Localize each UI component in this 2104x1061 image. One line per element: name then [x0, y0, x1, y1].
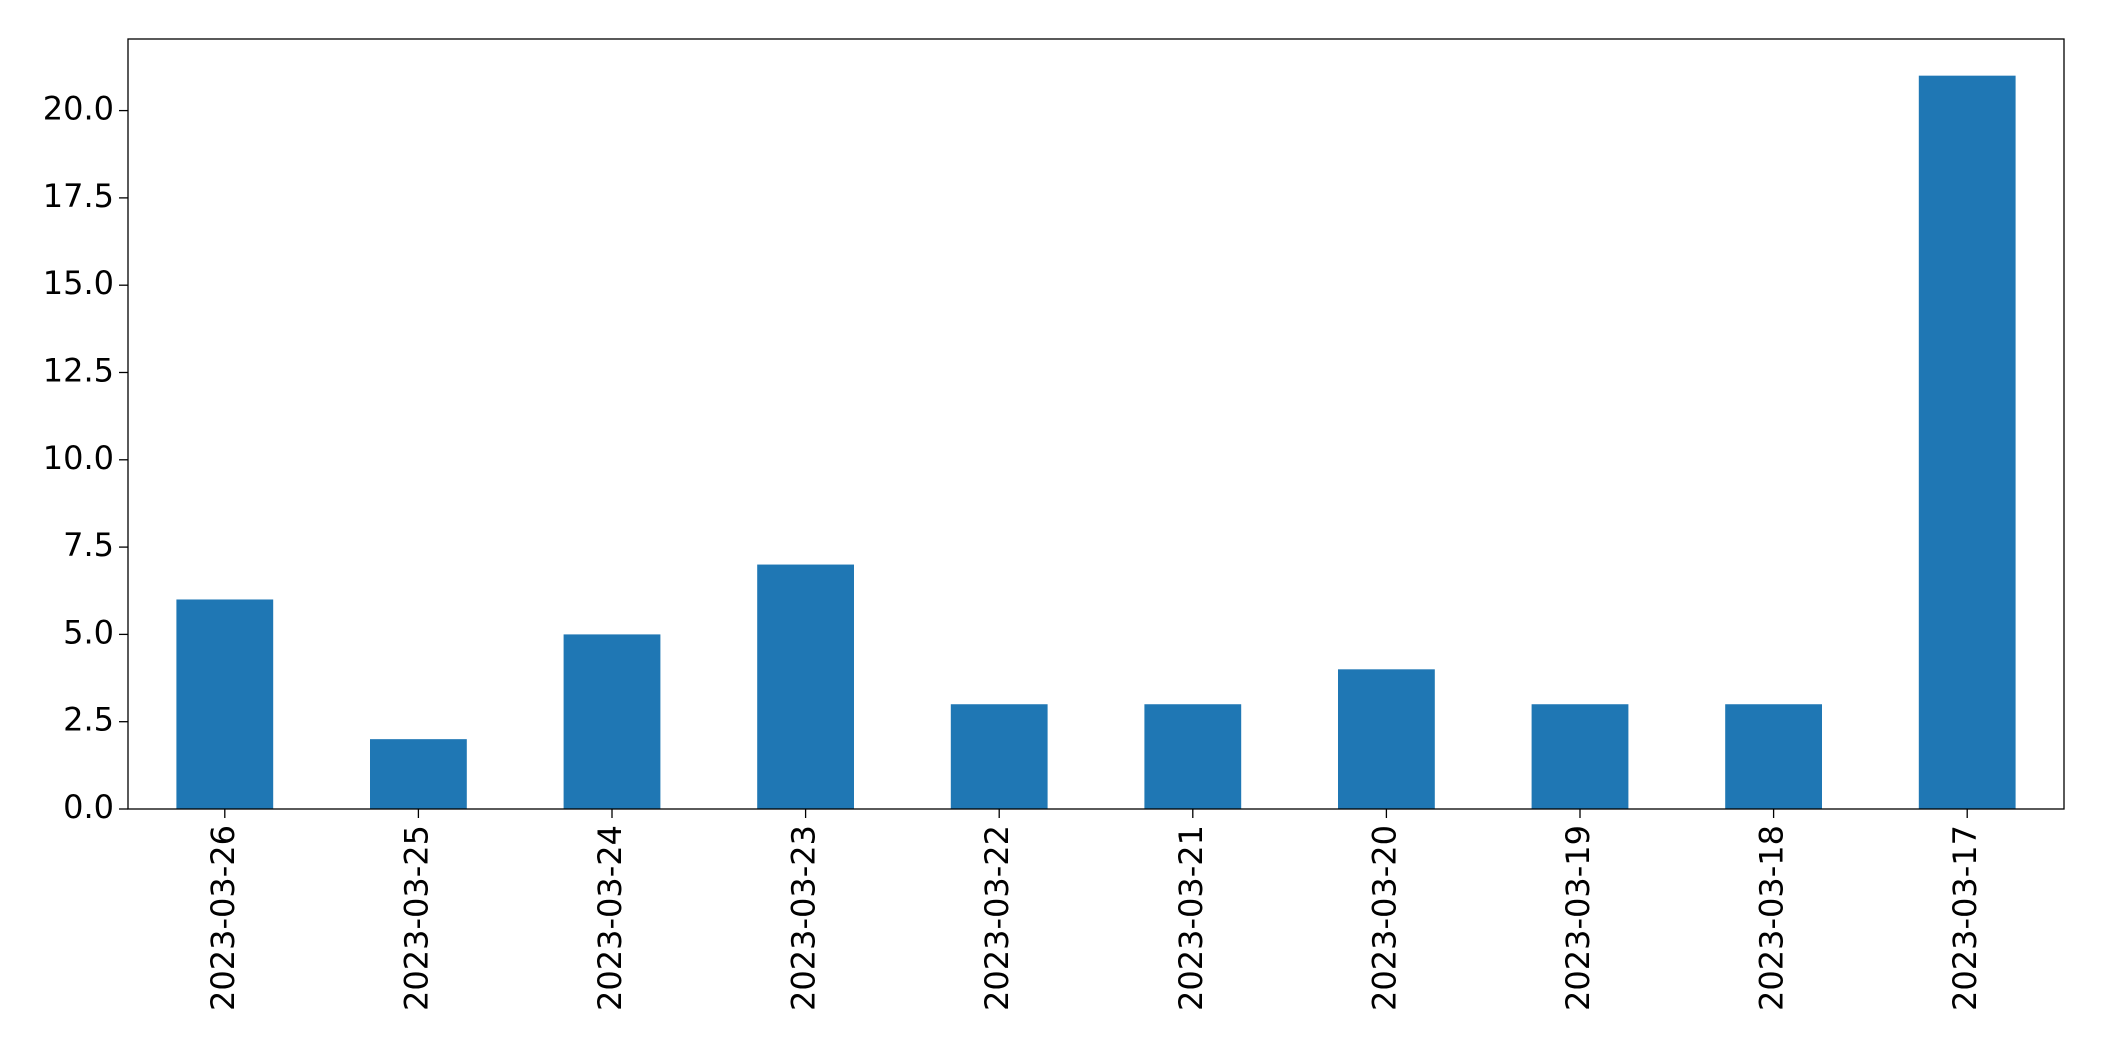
bar	[757, 564, 854, 809]
bar	[563, 634, 661, 809]
y-tick-label: 7.5	[63, 526, 114, 564]
y-tick-label: 0.0	[63, 788, 114, 826]
y-tick-label: 20.0	[43, 90, 114, 128]
y-tick-label: 2.5	[63, 701, 114, 739]
x-tick-label: 2023-03-17	[1946, 825, 1984, 1011]
y-tick-label: 10.0	[43, 439, 114, 477]
bar	[370, 739, 467, 809]
x-tick-label: 2023-03-21	[1172, 825, 1210, 1011]
bar	[1725, 704, 1822, 809]
x-tick-label: 2023-03-22	[978, 825, 1016, 1011]
bar	[176, 599, 274, 809]
x-tick-label: 2023-03-20	[1365, 825, 1403, 1011]
x-tick-label: 2023-03-25	[397, 825, 435, 1011]
x-tick-label: 2023-03-23	[785, 825, 823, 1011]
y-tick-label: 15.0	[43, 264, 114, 302]
x-tick-label: 2023-03-24	[591, 825, 629, 1011]
y-tick-label: 5.0	[63, 613, 114, 651]
bar	[1144, 704, 1242, 809]
x-tick-label: 2023-03-26	[204, 825, 242, 1011]
y-tick-label: 17.5	[43, 177, 114, 215]
bar	[1338, 669, 1435, 809]
x-tick-label: 2023-03-18	[1753, 825, 1791, 1011]
bar	[1918, 75, 2016, 809]
plot-frame	[127, 38, 2065, 810]
x-tick-label: 2023-03-19	[1559, 825, 1597, 1011]
bar	[1531, 704, 1629, 809]
y-tick-label: 12.5	[43, 351, 114, 389]
bar	[950, 704, 1048, 809]
